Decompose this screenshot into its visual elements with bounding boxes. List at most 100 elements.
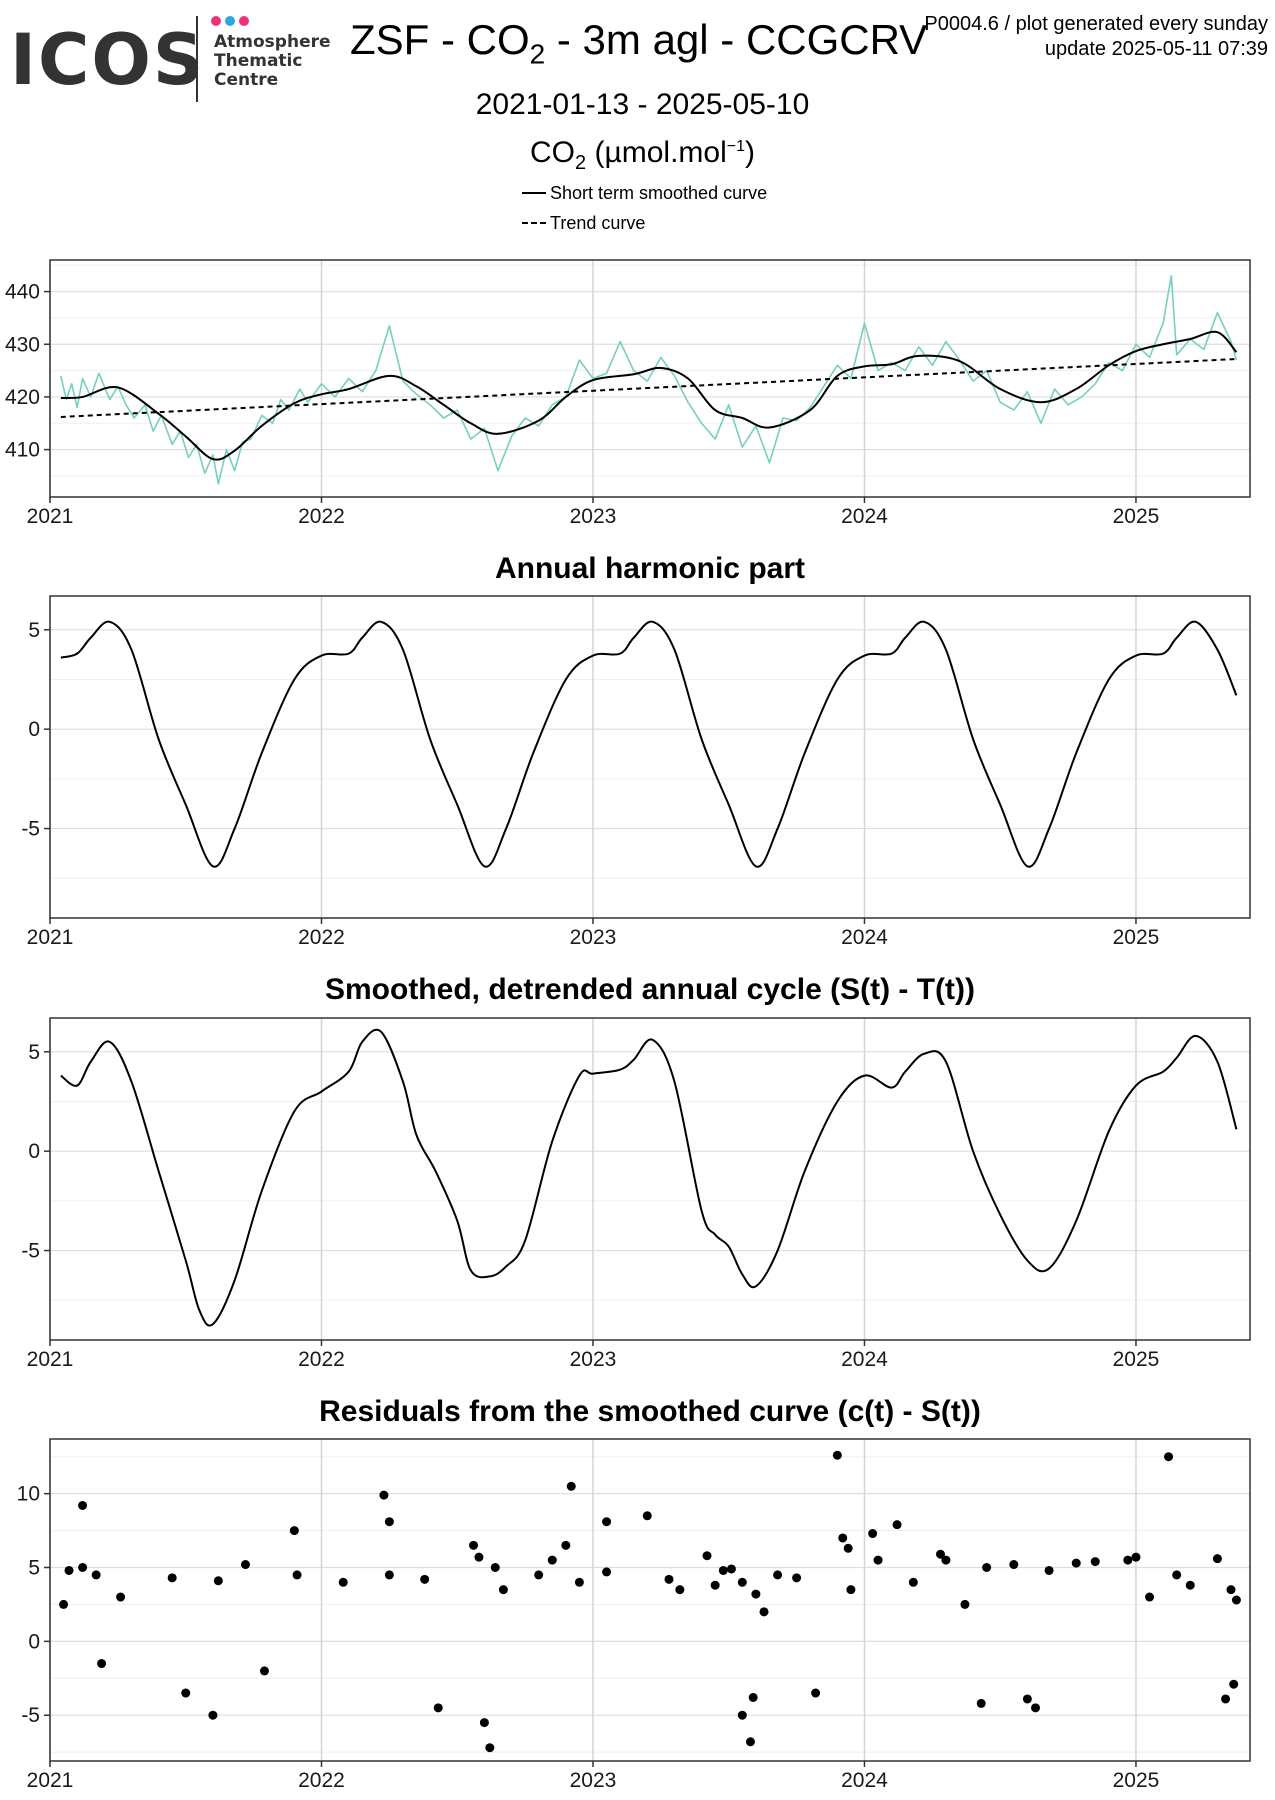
residual-point <box>574 1577 584 1587</box>
chart-co2-timeseries: 410 420 430 440 2021 2022 2023 2024 2025 <box>5 259 1251 525</box>
residual-point <box>289 1526 299 1536</box>
x-tick-label: 2021 <box>27 1769 74 1792</box>
title-prefix: ZSF - CO <box>350 16 530 63</box>
x-tick-label: 2022 <box>298 505 345 525</box>
residual-point <box>710 1580 720 1590</box>
x-tick-label: 2021 <box>27 1348 74 1371</box>
y-tick-label: 0 <box>28 1630 40 1653</box>
residual-point <box>1231 1595 1241 1605</box>
residual-point <box>91 1570 101 1580</box>
residual-point <box>97 1659 107 1669</box>
y-tick-label: 440 <box>5 281 40 304</box>
chart-detrended-cycle: 5 0 -5 2021 2022 2023 2024 2025 <box>21 1017 1251 1371</box>
y-tick-label: -5 <box>21 818 40 841</box>
residual-point <box>181 1688 191 1698</box>
residual-point <box>892 1520 902 1530</box>
residual-point <box>675 1585 685 1595</box>
residual-point <box>1071 1558 1081 1568</box>
residual-point <box>1044 1565 1054 1575</box>
residual-point <box>561 1540 571 1550</box>
legend-swatch-solid <box>522 192 546 194</box>
title-suffix: - 3m agl - CCGCRV <box>545 16 928 63</box>
y-tick-label: 5 <box>28 1041 40 1064</box>
chart-annual-harmonic: 5 0 -5 2021 2022 2023 2024 2025 <box>21 595 1251 949</box>
residual-point <box>64 1565 74 1575</box>
residual-point <box>602 1567 612 1577</box>
series-trend-line <box>60 358 1237 418</box>
residual-point <box>664 1574 674 1584</box>
x-tick-label: 2024 <box>841 926 888 949</box>
legend-label-smoothed: Short term smoothed curve <box>550 183 768 203</box>
logo-wordmark: ICOS <box>10 19 205 101</box>
unit-label-species: CO <box>530 136 575 169</box>
residual-point <box>167 1573 177 1583</box>
residual-point <box>1123 1555 1133 1565</box>
residual-point <box>208 1710 218 1720</box>
residual-point <box>384 1517 394 1527</box>
residual-point <box>566 1481 576 1491</box>
residual-point <box>240 1560 250 1570</box>
page-title: ZSF - CO2 - 3m agl - CCGCRV <box>350 16 927 70</box>
residual-point <box>479 1718 489 1728</box>
residual-point <box>748 1692 758 1702</box>
residual-point <box>726 1564 736 1574</box>
date-range: 2021-01-13 - 2025-05-10 <box>475 88 810 121</box>
residual-point <box>1229 1679 1239 1689</box>
grid-lines <box>49 1439 1250 1761</box>
residual-point <box>78 1500 88 1510</box>
residual-point <box>384 1570 394 1580</box>
x-tick-label: 2022 <box>298 926 345 949</box>
residual-point <box>1164 1452 1174 1462</box>
plot-meta-line-2: update 2025-05-11 07:39 <box>1044 38 1268 60</box>
residual-point <box>737 1577 747 1587</box>
x-tick-label: 2024 <box>841 1769 888 1792</box>
x-tick-label: 2023 <box>570 505 617 525</box>
panel-title-detrended: Smoothed, detrended annual cycle (S(t) -… <box>324 973 976 1006</box>
residual-point <box>642 1511 652 1521</box>
residual-point <box>759 1607 769 1617</box>
residual-point <box>832 1450 842 1460</box>
residual-point <box>259 1666 269 1676</box>
x-tick-label: 2022 <box>298 1348 345 1371</box>
x-tick-label: 2024 <box>841 1348 888 1371</box>
residual-point <box>1009 1560 1019 1570</box>
x-tick-label: 2022 <box>298 1769 345 1792</box>
residual-point <box>941 1555 951 1565</box>
plot-frame <box>49 1017 1251 1341</box>
residual-point <box>1022 1694 1032 1704</box>
residual-point <box>1226 1585 1236 1595</box>
residual-points <box>59 1450 1241 1753</box>
y-tick-label: 5 <box>28 619 40 642</box>
residual-point <box>1172 1570 1182 1580</box>
plot-frame <box>49 259 1251 498</box>
x-tick-label: 2025 <box>1113 1769 1160 1792</box>
chart-residuals: 10 5 0 -5 2021 2022 2023 2024 2025 <box>17 1438 1251 1792</box>
residual-point <box>420 1574 430 1584</box>
residual-point <box>490 1563 500 1573</box>
residual-point <box>78 1563 88 1573</box>
residual-point <box>433 1703 443 1713</box>
y-tick-label: -5 <box>21 1704 40 1727</box>
residual-point <box>773 1570 783 1580</box>
logo-dot-3 <box>239 16 249 26</box>
residual-point <box>485 1743 495 1753</box>
series-observations-line <box>60 275 1238 485</box>
residual-point <box>1221 1694 1231 1704</box>
x-tick-label: 2021 <box>27 926 74 949</box>
unit-label-unit: (µmol.mol <box>586 136 727 169</box>
residual-point <box>498 1585 508 1595</box>
residual-point <box>534 1570 544 1580</box>
residual-point <box>843 1543 853 1553</box>
residual-point <box>792 1573 802 1583</box>
y-tick-label: 0 <box>28 718 40 741</box>
residual-point <box>960 1599 970 1609</box>
residual-point <box>59 1599 69 1609</box>
residual-point <box>547 1555 557 1565</box>
plot-meta: P0004.6 / plot generated every sunday up… <box>924 12 1268 62</box>
unit-label-subscript: 2 <box>575 152 587 174</box>
icos-logo: ICOS Atmosphere Thematic Centre <box>10 16 330 102</box>
title-subscript: 2 <box>529 38 546 70</box>
series-smoothed-line <box>60 620 1238 868</box>
residual-point <box>718 1565 728 1575</box>
residual-point <box>292 1570 302 1580</box>
